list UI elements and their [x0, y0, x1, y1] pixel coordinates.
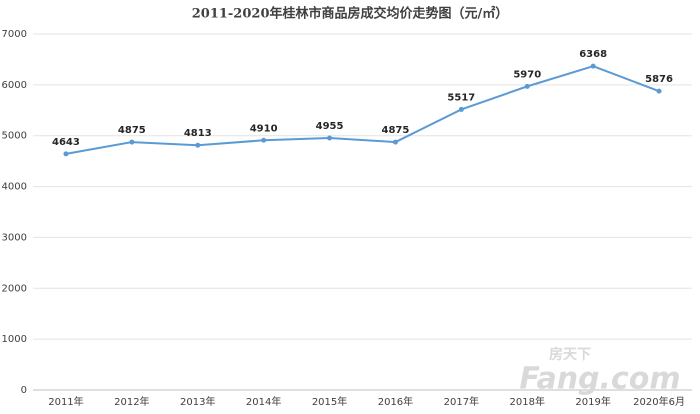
- y-tick-label: 6000: [2, 80, 27, 91]
- y-tick-label: 3000: [2, 232, 27, 243]
- x-tick-label: 2012年: [114, 395, 149, 408]
- y-tick-label: 7000: [2, 29, 27, 40]
- y-tick-label: 1000: [2, 334, 27, 345]
- value-label: 4813: [184, 128, 212, 139]
- point: [327, 135, 333, 141]
- x-tick-label: 2020年6月: [633, 395, 685, 408]
- point: [656, 88, 662, 94]
- watermark: 房天下: [549, 346, 591, 363]
- line: [65, 65, 660, 155]
- value-label: 5517: [447, 92, 475, 103]
- x-tick-label: 2015年: [312, 395, 347, 408]
- x-tick-label: 2017年: [444, 395, 479, 408]
- value-label: 5970: [513, 69, 541, 80]
- chart-title: 2011-2020年桂林市商品房成交均价走势图（元/㎡）: [192, 6, 509, 22]
- x-tick-label: 2011年: [48, 395, 83, 408]
- value-label: 4955: [316, 121, 344, 132]
- point: [195, 142, 201, 148]
- x-tick-label: 2018年: [510, 395, 545, 408]
- x-tick-label: 2016年: [378, 395, 413, 408]
- y-tick-label: 5000: [2, 131, 27, 142]
- value-label: 4910: [250, 123, 278, 134]
- point: [392, 139, 398, 145]
- point: [524, 83, 530, 89]
- y-tick-label: 2000: [2, 283, 27, 294]
- point: [590, 63, 596, 69]
- x-tick-label: 2013年: [180, 395, 215, 408]
- value-label: 6368: [579, 49, 607, 60]
- x-tick-label: 2014年: [246, 395, 281, 408]
- point: [458, 106, 464, 112]
- value-label: 4643: [52, 137, 80, 148]
- point: [63, 151, 69, 157]
- point: [129, 139, 135, 145]
- value-label: 5876: [645, 74, 673, 85]
- y-tick-label: 4000: [2, 182, 27, 193]
- value-label: 4875: [118, 125, 146, 136]
- point: [261, 137, 267, 143]
- x-tick-label: 2019年: [575, 395, 610, 408]
- value-label: 4875: [382, 125, 410, 136]
- y-tick-label: 0: [21, 385, 27, 396]
- watermark: Fang.com: [519, 362, 680, 397]
